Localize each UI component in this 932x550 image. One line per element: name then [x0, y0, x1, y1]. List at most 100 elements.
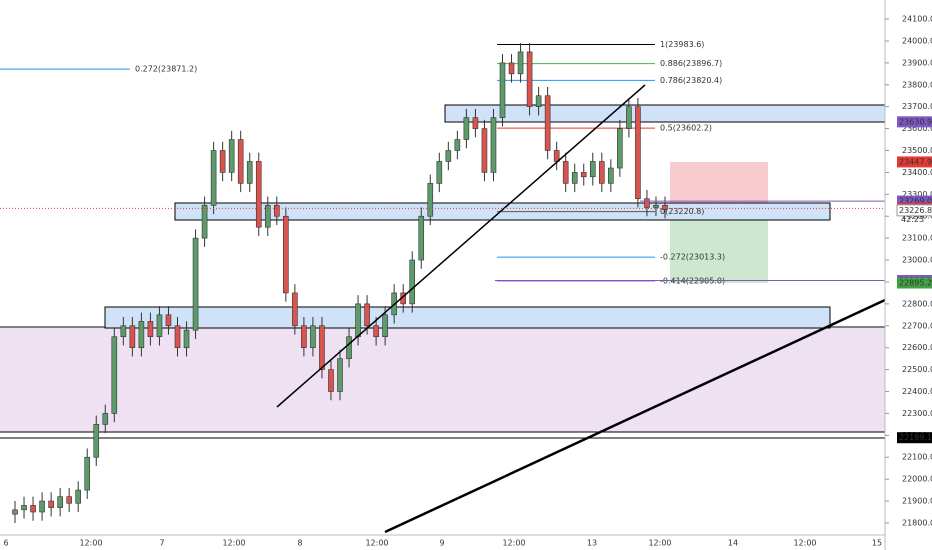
candle-body	[490, 117, 497, 173]
candle-body	[102, 413, 109, 425]
y-tick-label: 23000.0	[902, 256, 932, 265]
candle-body	[608, 167, 614, 184]
candle-body	[445, 150, 452, 162]
candle-body	[75, 489, 81, 504]
candle-body	[237, 139, 244, 184]
candle-body	[589, 161, 596, 178]
candle-body	[129, 325, 136, 348]
candle-body	[66, 496, 72, 504]
y-tick-label: 22400.0	[902, 387, 932, 396]
fib-label: 0.886(23896.7)	[660, 59, 722, 68]
candle-body	[626, 106, 632, 129]
x-tick-label: 14	[728, 539, 738, 548]
candle-body	[373, 325, 379, 338]
candle-body	[174, 325, 181, 348]
x-tick-label: 7	[159, 539, 164, 548]
y-tick-label: 24000.0	[902, 36, 932, 45]
candle-body	[571, 172, 578, 184]
fib-label: 0.5(23602.2)	[660, 124, 712, 133]
fib-label: -0.272(23013.3)	[660, 253, 725, 262]
candle-body	[472, 117, 479, 129]
y-tick-label: 22600.0	[902, 343, 932, 352]
candle-body	[653, 204, 659, 208]
price-tag-label: 22189.1	[899, 433, 932, 442]
countdown: 42:23	[901, 215, 924, 224]
candle-body	[355, 303, 361, 338]
candle-body	[219, 150, 226, 173]
x-tick-label: 12:00	[79, 539, 102, 548]
candle-body	[463, 117, 470, 140]
candle-body	[21, 505, 27, 511]
candle-body	[228, 139, 235, 173]
x-tick-label: 12:00	[648, 539, 671, 548]
supply-zone	[444, 104, 932, 123]
fib-label: 0.272(23871.2)	[135, 65, 197, 74]
candle-body	[120, 325, 127, 338]
y-tick-label: 21800.0	[902, 518, 932, 527]
y-tick-label: 23400.0	[902, 168, 932, 177]
candle-body	[337, 358, 343, 392]
price-tag	[897, 277, 932, 289]
purple-zone	[0, 328, 885, 432]
candle-body	[580, 172, 587, 178]
fib-label: 0(23220.8)	[660, 207, 704, 216]
y-tick-label: 23500.0	[902, 146, 932, 155]
candle-body	[274, 204, 280, 217]
candle-body	[192, 237, 199, 331]
price-tag	[897, 432, 932, 444]
candle-body	[535, 95, 542, 107]
x-tick-label: 15	[872, 539, 882, 548]
candle-body	[499, 62, 506, 118]
candle-body	[454, 139, 461, 151]
x-tick-label: 12:00	[222, 539, 245, 548]
candle-body	[111, 336, 118, 414]
candle-body	[328, 369, 334, 392]
y-tick-label: 22800.0	[902, 299, 932, 308]
candle-body	[481, 128, 488, 173]
x-tick-label: 6	[3, 539, 8, 548]
y-tick-label: 23700.0	[902, 102, 932, 111]
candle-body	[210, 150, 217, 206]
candle-body	[418, 215, 425, 261]
candle-body	[346, 336, 352, 359]
y-tick-label: 23800.0	[902, 80, 932, 89]
candle-body	[436, 161, 443, 184]
loss-zone	[670, 162, 768, 210]
candle-body	[635, 106, 641, 200]
demand-zone	[104, 306, 831, 329]
y-tick-label: 22000.0	[902, 475, 932, 484]
candle-body	[662, 204, 668, 210]
price-tag-label: 23447.9	[899, 157, 932, 166]
candle-body	[201, 204, 208, 239]
price-tag	[897, 156, 932, 168]
candle-body	[283, 215, 289, 294]
candle-body	[93, 424, 100, 458]
candle-body	[409, 259, 416, 305]
candle-body	[183, 329, 190, 348]
y-tick-label: 22500.0	[902, 365, 932, 374]
candle-body	[165, 314, 172, 327]
x-tick-label: 13	[587, 539, 597, 548]
candle-body	[617, 128, 623, 169]
candle-body	[292, 292, 298, 327]
candle-body	[544, 95, 551, 151]
candle-body	[30, 505, 36, 513]
candle-body	[644, 198, 650, 208]
y-tick-label: 23900.0	[902, 58, 932, 67]
y-tick-label: 22700.0	[902, 321, 932, 330]
fib-label: 0.786(23820.4)	[660, 76, 722, 85]
price-tag	[896, 204, 932, 217]
x-tick-label: 9	[439, 539, 444, 548]
candle-body	[255, 161, 262, 228]
trendline	[276, 84, 646, 408]
y-tick-label: 21900.0	[902, 497, 932, 506]
candle-body	[246, 161, 253, 184]
candle-body	[138, 321, 145, 348]
y-tick-label: 22100.0	[902, 453, 932, 462]
candle-body	[382, 314, 388, 338]
candle-body	[156, 314, 163, 338]
candle-body	[508, 62, 515, 75]
candle-body	[84, 456, 91, 491]
y-tick-label: 22300.0	[902, 409, 932, 418]
